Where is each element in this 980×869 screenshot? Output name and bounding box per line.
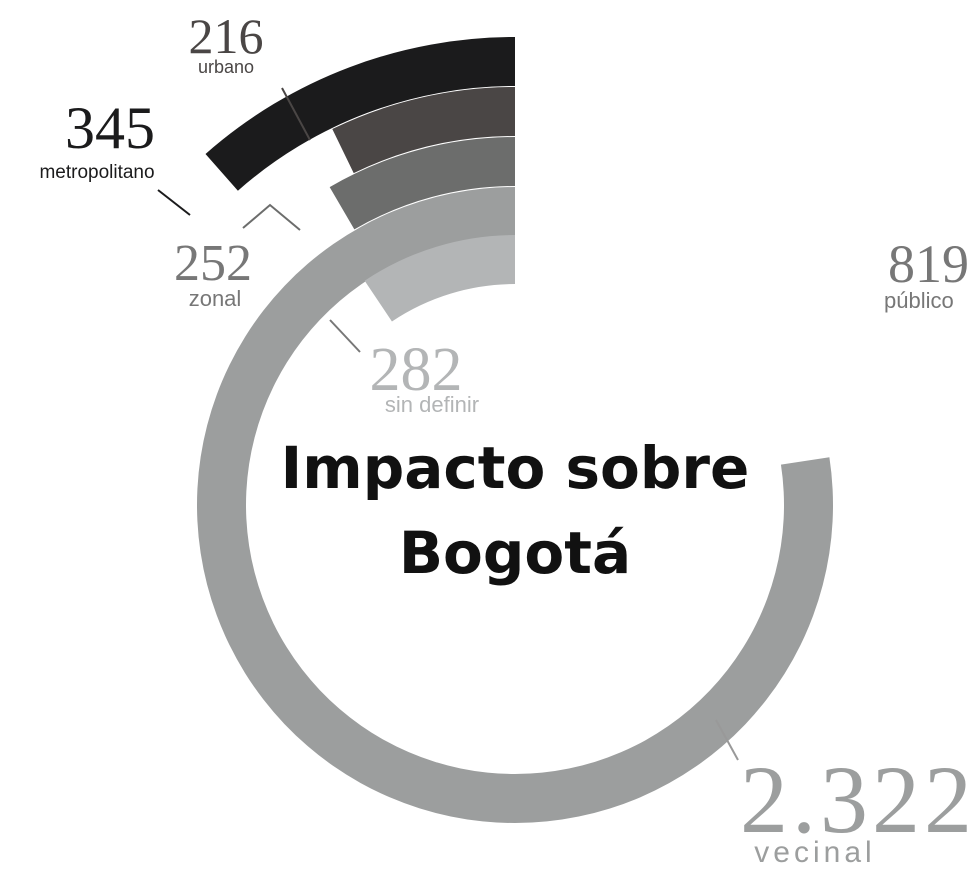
value-label: 2.322: [740, 746, 976, 853]
category-label: sin definir: [385, 392, 479, 417]
chart-title: Bogotá: [399, 519, 631, 587]
value-label: 819: [888, 234, 969, 294]
value-label: 282: [370, 336, 463, 404]
category-label: zonal: [189, 286, 242, 311]
leader-lines: [157, 87, 739, 761]
value-label: 345: [65, 95, 155, 161]
leader-line: [715, 719, 739, 761]
leader-line: [242, 203, 301, 231]
leader-line: [157, 189, 191, 216]
category-label: público: [884, 288, 954, 313]
ring-bar: [329, 137, 515, 230]
ring-bar: [205, 37, 515, 191]
value-label: 216: [189, 8, 264, 64]
leader-line: [329, 319, 361, 353]
chart-title: Impacto sobre: [281, 434, 750, 502]
leader-line: [281, 87, 311, 141]
ring-bar: [332, 87, 515, 174]
category-label: metropolitano: [39, 162, 154, 183]
category-label: urbano: [198, 57, 254, 77]
value-label: 252: [174, 235, 252, 292]
rings: [196, 37, 834, 823]
category-label: vecinal: [754, 836, 875, 869]
ring-bar: [364, 235, 515, 322]
